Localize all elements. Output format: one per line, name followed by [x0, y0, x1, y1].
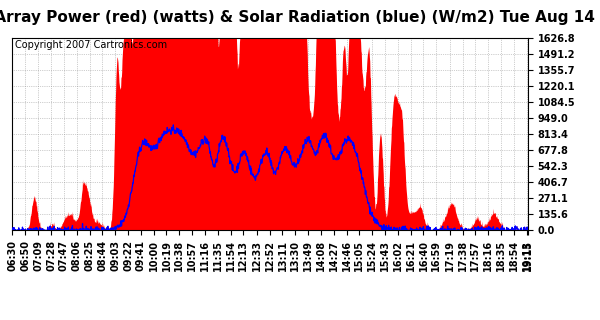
- Text: East Array Power (red) (watts) & Solar Radiation (blue) (W/m2) Tue Aug 14 19:38: East Array Power (red) (watts) & Solar R…: [0, 10, 600, 25]
- Text: Copyright 2007 Cartronics.com: Copyright 2007 Cartronics.com: [14, 40, 167, 50]
